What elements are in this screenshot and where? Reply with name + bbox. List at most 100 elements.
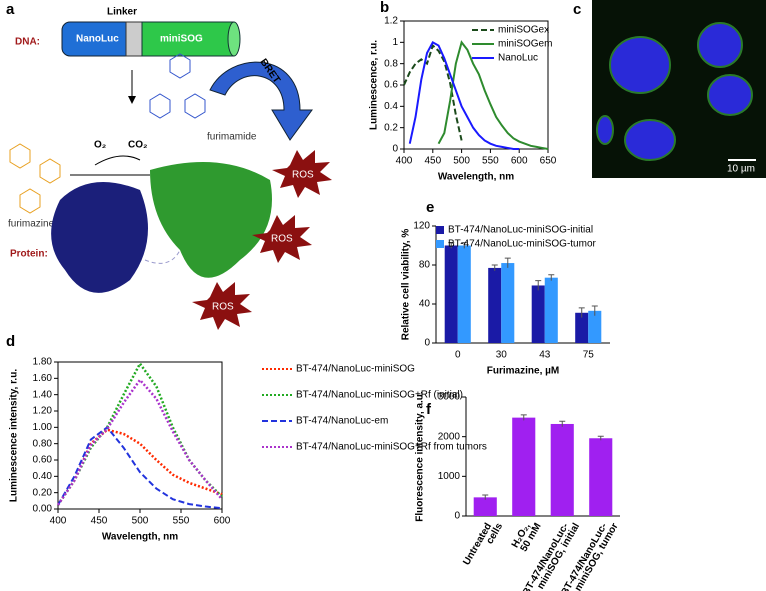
legend-swatch (436, 240, 444, 248)
y-tick-label: 0.2 (384, 122, 398, 133)
bret-arrow (209, 61, 313, 141)
y-tick-label: 3000 (438, 392, 461, 403)
minisog-label: miniSOG (160, 34, 203, 45)
x-tick-label: 400 (50, 516, 67, 527)
y-axis-label: Fluorescence intensity, a.u. (415, 391, 426, 522)
error-bar (535, 280, 542, 291)
bar (575, 312, 589, 343)
ros-label: ROS (292, 170, 314, 181)
linker-chain (144, 249, 181, 264)
y-tick-label: 0.6 (384, 80, 398, 91)
nanoluc-label: NanoLuc (76, 34, 119, 45)
legend-label: NanoLuc (498, 53, 538, 64)
arrow-head (128, 96, 136, 104)
co2-label: CO₂ (128, 140, 147, 151)
y-tick-label: 120 (413, 221, 430, 232)
error-bar (559, 420, 566, 427)
y-tick-label: 80 (419, 260, 431, 271)
bar (550, 423, 574, 516)
cylinder-end (227, 21, 241, 57)
furimamide-label: furimamide (207, 132, 257, 143)
bar (501, 263, 515, 343)
series-line (57, 425, 223, 510)
panel-label: f (426, 401, 432, 418)
x-tick-label: 500 (453, 156, 470, 167)
bar (488, 267, 502, 343)
reaction-arrow (94, 155, 141, 166)
ros-bursts (192, 150, 332, 330)
x-axis-label: Furimazine, µM (487, 366, 559, 377)
error-bar (520, 414, 527, 421)
error-bar (491, 264, 498, 271)
y-tick-label: 0.4 (384, 101, 398, 112)
y-tick-label: 40 (419, 299, 431, 310)
x-tick-label: 550 (173, 516, 190, 527)
y-tick-label: 0.80 (33, 438, 53, 449)
bar (444, 245, 458, 343)
y-tick-label: 1.60 (33, 373, 53, 384)
linker-block (125, 21, 143, 57)
y-tick-label: 0.8 (384, 58, 398, 69)
error-bar (591, 305, 598, 316)
x-axis-label: Wavelength, nm (102, 532, 178, 543)
legend-label: BT-474/NanoLuc-miniSOG-initial (448, 225, 593, 236)
panel-label: a (6, 1, 15, 18)
x-tick-label: 30 (496, 350, 508, 361)
error-bar (578, 307, 585, 318)
series-line (408, 40, 520, 150)
x-tick-label: 650 (540, 156, 557, 167)
legend-label: BT-474/NanoLuc-miniSOG+Rf from tumors (296, 442, 487, 453)
furimamide-structure (149, 53, 206, 119)
legend-label: BT-474/NanoLuc-miniSOG-tumor (448, 239, 597, 250)
y-axis-label: Luminescence intensity, r.u. (9, 369, 20, 502)
y-tick-label: 0.20 (33, 487, 53, 498)
x-tick-label: 400 (396, 156, 413, 167)
legend-swatch (436, 226, 444, 234)
bar (531, 285, 545, 343)
panel-label: c (573, 1, 581, 18)
y-tick-label: 0.00 (33, 504, 53, 515)
y-tick-label: 0 (454, 511, 460, 522)
y-tick-label: 1.2 (384, 16, 398, 27)
bar (512, 417, 536, 516)
y-tick-label: 0.40 (33, 471, 53, 482)
o2-label: O₂ (94, 140, 106, 151)
y-tick-label: 0 (392, 144, 398, 155)
error-bar (548, 274, 555, 281)
y-axis-label: Luminescence, r.u. (369, 40, 380, 130)
dna-label: DNA: (15, 37, 40, 48)
minisog-protein (150, 162, 272, 278)
x-tick-label: 500 (132, 516, 149, 527)
series-line (56, 377, 223, 506)
gene-construct (61, 21, 241, 57)
x-tick-label: 450 (424, 156, 441, 167)
x-tick-label: 550 (482, 156, 499, 167)
y-tick-label: 2000 (438, 431, 461, 442)
protein-label: Protein: (10, 249, 48, 260)
cell-nuclei (596, 22, 753, 161)
furimazine-structure (9, 143, 61, 214)
x-tick-label: 43 (539, 350, 551, 361)
error-bar (504, 257, 511, 268)
panel-label: e (426, 199, 434, 216)
bar (457, 245, 471, 343)
error-bar (461, 242, 468, 249)
x-axis-label: Wavelength, nm (438, 172, 514, 183)
legend-label: BT-474/NanoLuc-em (296, 416, 388, 427)
y-tick-label: 1.00 (33, 422, 53, 433)
panel-label: b (380, 0, 389, 16)
legend-label: miniSOGem (498, 39, 552, 50)
scale-label: 10 µm (727, 164, 755, 175)
ros-label: ROS (212, 302, 234, 313)
legend-label: BT-474/NanoLuc-miniSOG (296, 364, 415, 375)
furimazine-label: furimazine (8, 219, 55, 230)
y-tick-label: 1.20 (33, 406, 53, 417)
bar (589, 438, 613, 516)
legend-label: miniSOGex (498, 25, 549, 36)
bar (588, 310, 602, 343)
y-tick-label: 1000 (438, 471, 461, 482)
x-tick-label: 600 (214, 516, 231, 527)
legend-label: BT-474/NanoLuc-miniSOG+Rf (initial) (296, 390, 463, 401)
linker-label: Linker (107, 7, 137, 18)
